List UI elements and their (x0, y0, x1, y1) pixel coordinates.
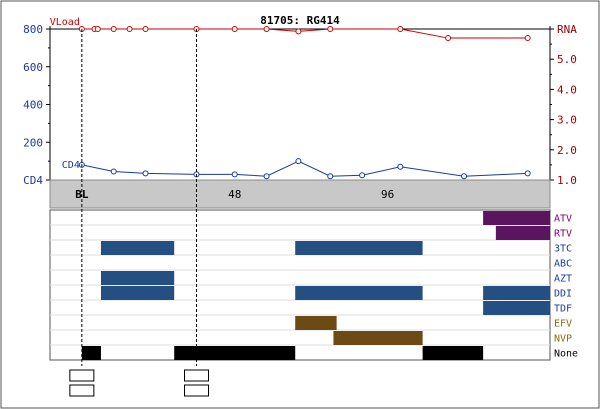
regimen-bar-ddi (295, 286, 423, 300)
series-point-cd4 (327, 173, 334, 180)
regimen-label-tdf: TDF (554, 304, 572, 315)
visit-markers (69, 29, 209, 397)
right-tick-label: 1.0 (557, 174, 577, 187)
left-tick-label: CD4 (23, 174, 43, 187)
regimen-bar-3tc (100, 241, 175, 255)
series-label-cd4: CD4 (62, 160, 80, 171)
regimen-label-efv: EFV (554, 319, 572, 330)
series-point-cd4 (461, 173, 468, 180)
series-point-cd4 (524, 170, 531, 177)
left-axis: CD4 200 400 600 800 (23, 23, 50, 187)
series-layer: VLoad CD4 (50, 17, 531, 180)
series-line-cd4 (81, 160, 528, 177)
series-point-vload (231, 26, 238, 32)
series-label-vload: VLoad (50, 17, 80, 28)
top-plot-area (50, 29, 550, 180)
regimen-bar-atv (483, 211, 550, 225)
series-point-vload (397, 26, 404, 32)
series-point-cd4 (359, 172, 366, 179)
regimen-label-rtv: RTV (554, 229, 572, 240)
left-tick-label: 800 (23, 23, 43, 36)
regimen-label-ddi: DDI (554, 289, 572, 300)
regimen-bar-nvp (333, 331, 423, 345)
series-point-vload (110, 26, 117, 32)
right-tick-label: 3.0 (557, 114, 577, 127)
regimen-labels: ATV RTV 3TC ABC AZT DDI TDF EFV NVP None (554, 214, 578, 360)
regimen-bar-efv (295, 316, 337, 330)
right-tick-label: RNA (557, 23, 577, 36)
series-point-vload (142, 26, 149, 32)
series-point-cd4 (263, 173, 270, 180)
series-point-cd4 (397, 163, 404, 170)
regimen-bar-none (81, 346, 101, 360)
regimen-bar-none (174, 346, 296, 360)
time-axis-band (49, 179, 551, 209)
left-tick-label: 200 (23, 136, 43, 149)
left-tick-label: 400 (23, 99, 43, 112)
x-tick-label: 48 (228, 188, 241, 201)
x-tick-label: 96 (381, 188, 394, 201)
regimen-bar-rtv (495, 226, 550, 240)
regimen-label-none: None (554, 349, 578, 360)
right-tick-label: 4.0 (557, 83, 577, 96)
series-point-cd4 (295, 158, 302, 165)
series-point-vload (524, 35, 531, 42)
visit-box-lower (183, 384, 209, 397)
series-point-vload (94, 26, 101, 32)
series-point-vload (327, 26, 334, 32)
regimen-bar-ddi (483, 286, 550, 300)
series-point-vload (295, 28, 302, 35)
series-point-cd4 (142, 170, 149, 177)
regimen-label-atv: ATV (554, 214, 572, 225)
regimen-bar-tdf (483, 301, 550, 315)
series-point-vload (445, 35, 452, 42)
right-tick-label: 5.0 (557, 53, 577, 66)
visit-box-lower (69, 384, 95, 397)
regimen-bar-none (422, 346, 484, 360)
right-axis: 1.0 2.0 3.0 4.0 5.0 RNA (550, 23, 577, 187)
regimen-label-azt: AZT (554, 274, 572, 285)
regimen-label-3tc: 3TC (554, 244, 572, 255)
regimen-bar-azt (100, 271, 175, 285)
series-point-cd4 (231, 171, 238, 178)
regimen-bars (81, 211, 550, 360)
regimen-bar-3tc (295, 241, 423, 255)
regimen-label-abc: ABC (554, 259, 572, 270)
visit-box-upper (69, 369, 95, 382)
series-point-vload (126, 26, 133, 32)
regimen-label-nvp: NVP (554, 334, 572, 345)
series-point-vload (263, 26, 270, 32)
series-point-cd4 (110, 168, 117, 175)
left-tick-label: 600 (23, 61, 43, 74)
visit-box-upper (183, 369, 209, 382)
chart-title: 81705: RG414 (260, 14, 340, 27)
regimen-bar-ddi (100, 286, 175, 300)
right-tick-label: 2.0 (557, 144, 577, 157)
